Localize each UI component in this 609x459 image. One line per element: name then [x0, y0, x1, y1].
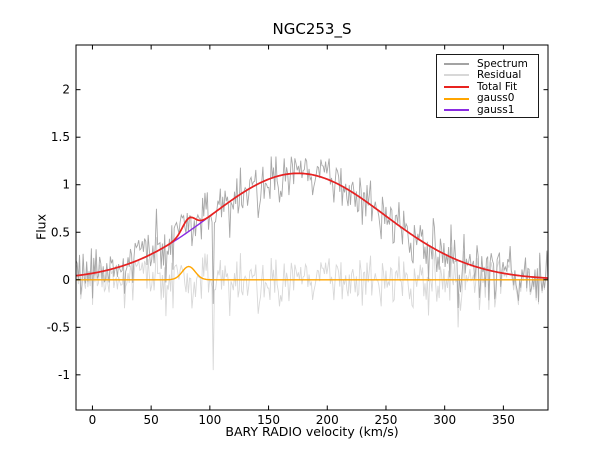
x-tick-label: 150 [257, 413, 280, 427]
spectrum-line [76, 156, 548, 308]
axes-spines [75, 44, 549, 411]
legend-line-residual-icon [444, 74, 469, 77]
y-axis-label: Flux [33, 214, 49, 240]
total-fit-line [76, 172, 548, 279]
chart-title: NGC253_S [272, 20, 352, 38]
legend-item-spectrum: Spectrum [444, 58, 538, 70]
legend-label-total-fit: Total Fit [477, 80, 518, 93]
legend-item-total-fit: Total Fit [444, 81, 538, 93]
legend: Spectrum Residual Total Fit gauss0 gauss… [436, 54, 539, 118]
x-tick-label: 350 [492, 413, 515, 427]
x-tick-label: 300 [433, 413, 456, 427]
gauss0-line [76, 265, 548, 281]
y-tick-label: -0.5 [47, 320, 70, 334]
x-axis-label: BARY RADIO velocity (km/s) [225, 424, 399, 439]
y-tick-label: 0.5 [51, 225, 70, 239]
y-tick-label: -1 [58, 368, 70, 382]
x-tick-label: 100 [198, 413, 221, 427]
y-tick-label: 0 [62, 273, 70, 287]
residual-line [76, 237, 548, 371]
y-tick-label: 2 [62, 83, 70, 97]
y-tick-label: 1.5 [51, 130, 70, 144]
legend-item-residual: Residual [444, 70, 538, 82]
legend-label-gauss0: gauss0 [477, 92, 515, 105]
legend-line-spectrum-icon [444, 62, 469, 65]
legend-item-gauss0: gauss0 [444, 93, 538, 105]
legend-item-gauss1: gauss1 [444, 104, 538, 116]
x-tick-label: 0 [89, 413, 97, 427]
y-tick-label: 1 [62, 178, 70, 192]
legend-label-residual: Residual [477, 69, 522, 82]
legend-line-gauss1-icon [444, 109, 469, 112]
legend-label-spectrum: Spectrum [477, 57, 528, 70]
x-tick-label: 50 [144, 413, 159, 427]
legend-label-gauss1: gauss1 [477, 103, 515, 116]
x-tick-label: 250 [375, 413, 398, 427]
legend-line-total-fit-icon [444, 85, 469, 88]
legend-line-gauss0-icon [444, 97, 469, 100]
x-tick-label: 200 [316, 413, 339, 427]
